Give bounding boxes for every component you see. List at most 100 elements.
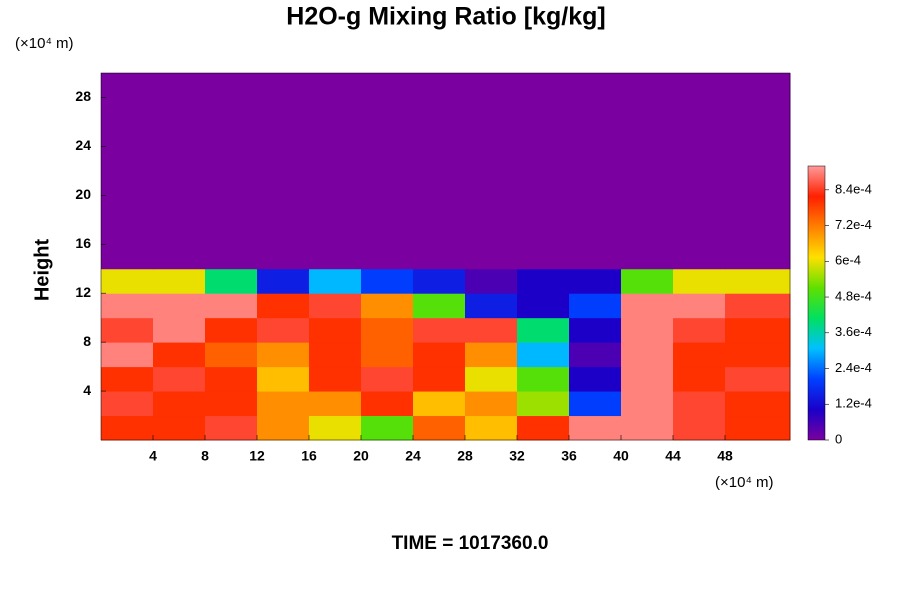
field-cell: [361, 268, 414, 294]
y-tick-label: 24: [75, 137, 91, 153]
field-cell: [205, 121, 258, 147]
field-cell: [361, 317, 414, 343]
field-cell: [517, 170, 570, 196]
field-cell: [413, 391, 466, 417]
field-cell: [725, 219, 791, 245]
x-tick-label: 12: [249, 448, 265, 464]
field-cell: [153, 97, 206, 123]
colorbar-tick-label: 6e-4: [835, 253, 861, 268]
field-cell: [153, 244, 206, 270]
field-cell: [725, 415, 791, 441]
field-cell: [725, 170, 791, 196]
x-tick-label: 16: [301, 448, 317, 464]
field-cell: [101, 268, 154, 294]
field-cell: [361, 415, 414, 441]
field-cell: [725, 317, 791, 343]
field-cell: [517, 146, 570, 172]
x-tick-label: 8: [201, 448, 209, 464]
field-cell: [309, 366, 362, 392]
field-cell: [569, 391, 622, 417]
field-cell: [361, 293, 414, 319]
field-cell: [205, 391, 258, 417]
field-cell: [257, 391, 310, 417]
field-cell: [569, 170, 622, 196]
field-cell: [465, 244, 518, 270]
x-tick-label: 36: [561, 448, 577, 464]
field-cell: [101, 293, 154, 319]
field-cell: [413, 366, 466, 392]
field-cell: [725, 244, 791, 270]
field-cell: [205, 268, 258, 294]
field-cell: [465, 97, 518, 123]
field-cell: [153, 415, 206, 441]
field-cell: [257, 73, 310, 98]
field-cell: [153, 268, 206, 294]
field-cell: [309, 170, 362, 196]
field-cell: [257, 268, 310, 294]
field-cell: [309, 73, 362, 98]
x-tick-label: 32: [509, 448, 525, 464]
field-cell: [725, 268, 791, 294]
x-tick-label: 4: [149, 448, 157, 464]
field-cell: [673, 219, 726, 245]
field-cell: [205, 170, 258, 196]
field-cell: [153, 170, 206, 196]
field-cell: [257, 195, 310, 221]
field-cell: [413, 317, 466, 343]
field-cell: [621, 121, 674, 147]
y-unit: (×10⁴ m): [15, 35, 74, 52]
field-cell: [517, 73, 570, 98]
field-cell: [673, 342, 726, 368]
field-cell: [465, 195, 518, 221]
field-cell: [257, 170, 310, 196]
colorbar-tick-label: 0: [835, 431, 842, 446]
field-cell: [101, 121, 154, 147]
field-cell: [413, 170, 466, 196]
field-cell: [465, 268, 518, 294]
field-cell: [725, 121, 791, 147]
field-cell: [257, 293, 310, 319]
field-cell: [153, 342, 206, 368]
field-cell: [673, 146, 726, 172]
field-cell: [413, 293, 466, 319]
field-cell: [309, 391, 362, 417]
field-cell: [569, 195, 622, 221]
colorbar-tick-label: 2.4e-4: [835, 360, 872, 375]
field-cell: [205, 73, 258, 98]
field-cell: [101, 195, 154, 221]
field-cell: [517, 219, 570, 245]
field-cell: [361, 219, 414, 245]
field-cell: [309, 195, 362, 221]
field-cell: [309, 342, 362, 368]
field-cell: [465, 366, 518, 392]
field-cell: [673, 97, 726, 123]
colorbar-tick-label: 4.8e-4: [835, 288, 872, 303]
field-cell: [621, 146, 674, 172]
field-cell: [465, 121, 518, 147]
field-cell: [725, 293, 791, 319]
field-cell: [205, 146, 258, 172]
field-cell: [257, 317, 310, 343]
time-label: TIME = 1017360.0: [392, 533, 549, 554]
field-cell: [673, 195, 726, 221]
field-cell: [621, 317, 674, 343]
field-cell: [673, 73, 726, 98]
y-tick-label: 20: [75, 186, 91, 202]
field-cell: [153, 73, 206, 98]
field-cell: [257, 342, 310, 368]
field-cell: [413, 415, 466, 441]
field-cell: [101, 391, 154, 417]
field-cell: [101, 244, 154, 270]
field-cell: [413, 244, 466, 270]
field-cell: [101, 97, 154, 123]
field-cell: [361, 195, 414, 221]
field-cell: [257, 244, 310, 270]
field-cell: [517, 268, 570, 294]
field-cell: [517, 97, 570, 123]
field-cell: [673, 391, 726, 417]
field-cell: [413, 121, 466, 147]
field-cell: [621, 97, 674, 123]
field-cell: [517, 317, 570, 343]
field-cell: [101, 342, 154, 368]
